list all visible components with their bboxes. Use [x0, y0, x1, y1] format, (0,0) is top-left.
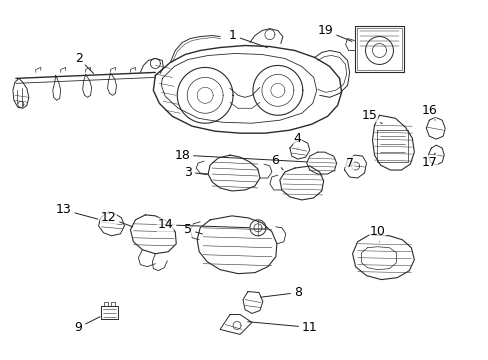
Text: 9: 9 [75, 317, 100, 334]
Text: 19: 19 [317, 24, 351, 41]
Text: 11: 11 [247, 321, 317, 334]
Text: 4: 4 [293, 132, 301, 148]
Text: 8: 8 [260, 286, 301, 299]
Text: 17: 17 [421, 153, 436, 168]
Text: 18: 18 [174, 149, 306, 162]
Text: 10: 10 [369, 225, 385, 242]
Text: 6: 6 [270, 154, 283, 170]
Text: 3: 3 [184, 166, 207, 179]
Text: 1: 1 [229, 29, 267, 48]
Text: 16: 16 [421, 104, 436, 120]
Text: 12: 12 [101, 211, 133, 227]
Text: 14: 14 [157, 218, 249, 231]
Text: 13: 13 [56, 203, 98, 219]
Text: 5: 5 [184, 223, 202, 236]
Text: 7: 7 [344, 157, 353, 170]
Text: 15: 15 [361, 109, 381, 124]
Text: 2: 2 [75, 52, 93, 73]
